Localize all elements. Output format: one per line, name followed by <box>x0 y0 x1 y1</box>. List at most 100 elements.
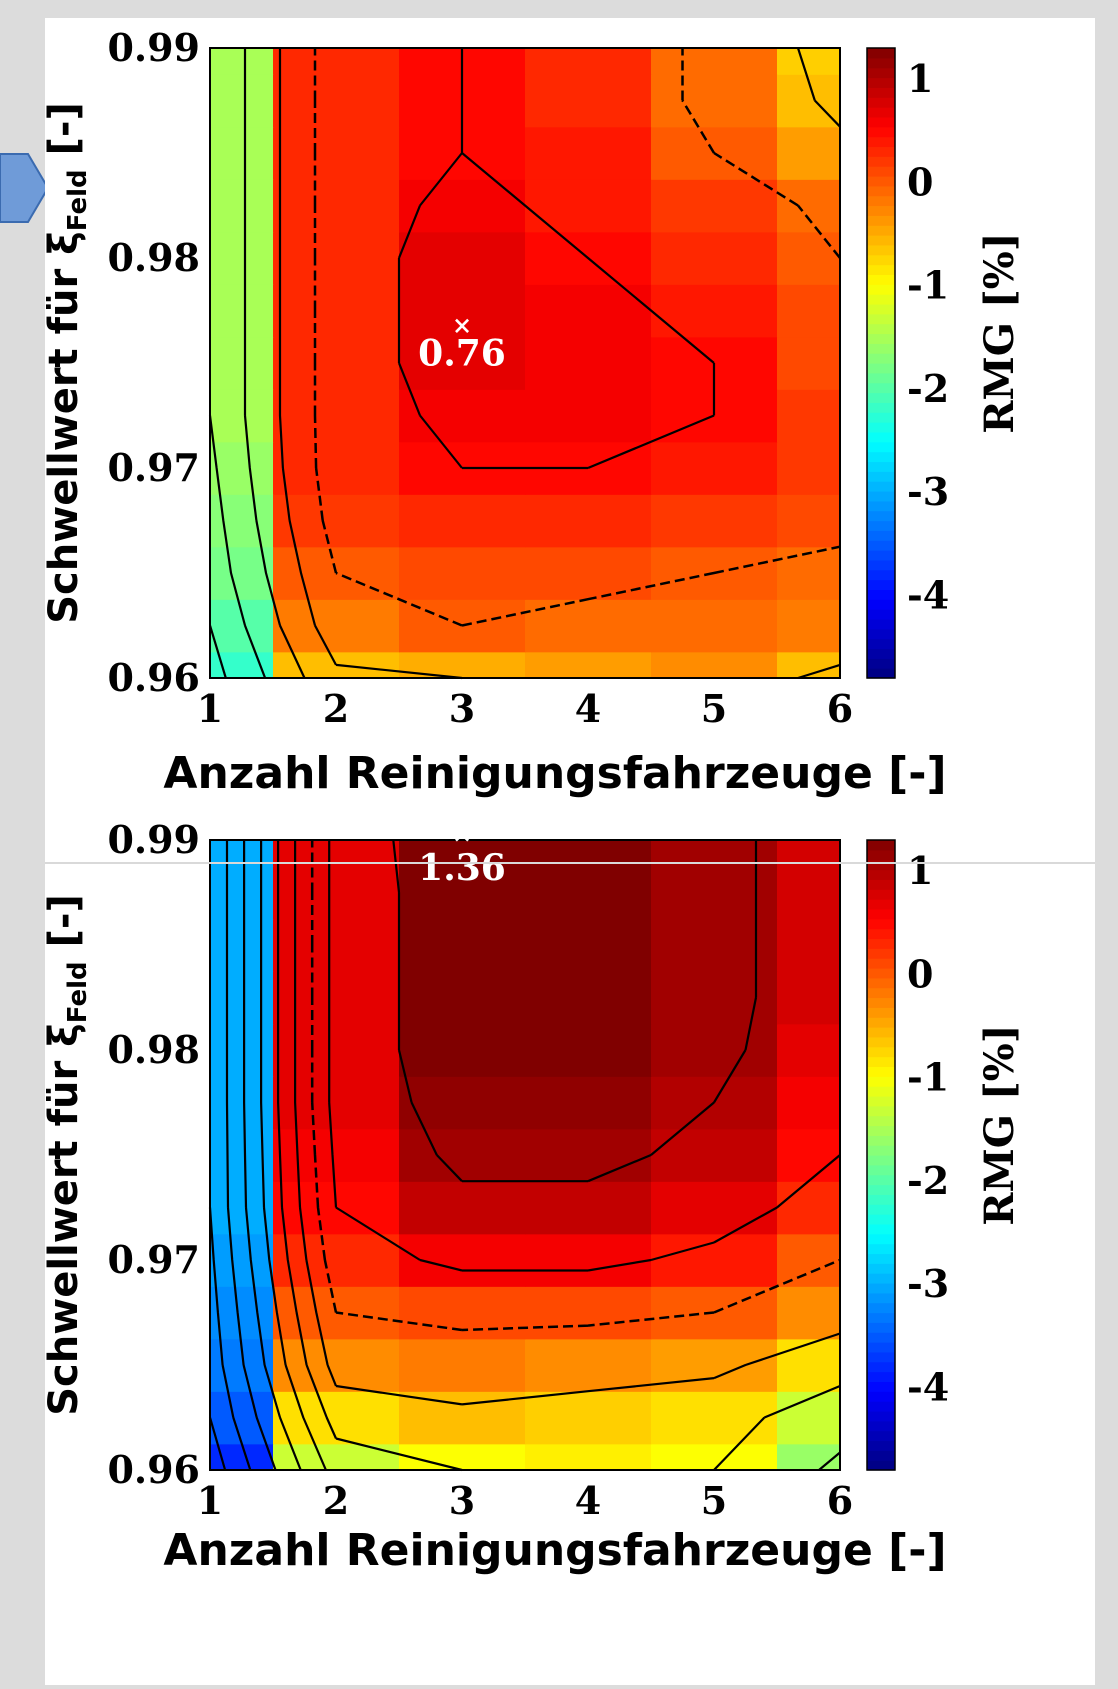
heatmap-cell <box>399 1023 526 1077</box>
colorbar-segment <box>867 441 895 453</box>
heatmap-cell <box>210 971 274 1025</box>
colorbar <box>866 47 896 679</box>
colorbar-segment <box>867 1410 895 1422</box>
colorbar-tick-label: -2 <box>907 366 949 411</box>
colorbar-tick-label: 1 <box>907 848 933 893</box>
heatmap-cell <box>651 599 778 653</box>
y-tick-label: 0.96 <box>107 655 200 700</box>
colorbar-frame <box>866 47 896 679</box>
y-axis-label-main: Schwellwert für ξ <box>45 231 87 624</box>
peak-value-label: 1.36 <box>418 847 506 889</box>
heatmap-cell <box>777 971 841 1025</box>
colorbar-segment <box>867 1371 895 1383</box>
colorbar-tick-label: 0 <box>907 951 933 996</box>
heatmap-cell <box>777 1233 841 1287</box>
colorbar-segment <box>867 274 895 285</box>
colorbar-segment <box>867 1194 895 1205</box>
heatmap-cell <box>210 48 274 75</box>
heatmap-cell <box>777 546 841 600</box>
colorbar-segment <box>867 284 895 295</box>
colorbar-segment <box>867 175 895 187</box>
heatmap-cell <box>777 1338 841 1392</box>
x-tick-label: 6 <box>827 686 853 731</box>
colorbar-segment <box>867 1430 895 1442</box>
colorbar-segment <box>867 1361 895 1373</box>
colorbar-segment <box>867 1095 895 1107</box>
heatmap-cell <box>210 1076 274 1130</box>
colorbar-tick-label: -1 <box>907 1055 949 1100</box>
colorbar-segment <box>867 879 895 890</box>
heatmap-cell <box>399 389 526 443</box>
colorbar-label: RMG [%] <box>976 1024 1023 1225</box>
colorbar-segment <box>867 648 895 659</box>
heatmap-cell <box>210 336 274 390</box>
colorbar-segment <box>867 1322 895 1333</box>
colorbar-segment <box>867 323 895 335</box>
heatmap-cell <box>777 126 841 180</box>
blue-arrow-shape <box>0 153 48 223</box>
colorbar-segment <box>867 235 895 246</box>
y-axis-label-sub: Feld <box>63 169 93 231</box>
colorbar-tick-label: 1 <box>907 56 933 101</box>
colorbar-segment <box>867 948 895 959</box>
heatmap-cell <box>777 866 841 920</box>
heatmap-cell <box>651 494 778 548</box>
colorbar-segment <box>867 471 895 482</box>
heatmap-cell <box>651 1338 778 1392</box>
contour-line <box>208 625 227 679</box>
colorbar-segment <box>867 1332 895 1343</box>
heatmap-cell <box>651 1128 778 1182</box>
contour-lines <box>208 839 841 1472</box>
heatmap-cell <box>651 1076 778 1130</box>
colorbar-segment <box>867 540 895 551</box>
colorbar-segment <box>867 1145 895 1156</box>
heatmap-cell <box>210 179 274 233</box>
heatmap-cell <box>273 866 400 920</box>
colorbar-segment <box>867 579 895 591</box>
colorbar-segment <box>867 97 895 108</box>
y-tick-labels: 0.96 0.97 0.98 0.99 <box>107 817 200 1492</box>
heatmap-cell <box>777 179 841 233</box>
heatmap-cell <box>399 1076 526 1130</box>
colorbar-segment <box>867 136 895 148</box>
heatmap-cell <box>273 599 400 653</box>
heatmap-cell <box>273 231 400 285</box>
heatmap-cell <box>525 284 652 338</box>
heatmap-cell <box>525 126 652 180</box>
colorbar-segment <box>867 1076 895 1087</box>
contour-lines <box>208 47 841 680</box>
heatmap-cell <box>399 651 526 679</box>
colorbar-segment <box>867 422 895 433</box>
colorbar-segment <box>867 1381 895 1392</box>
colorbar-segment <box>867 461 895 472</box>
heatmap-cell <box>399 336 526 390</box>
colorbar-segment <box>867 392 895 403</box>
heatmap-cell <box>525 599 652 653</box>
colorbar-segment <box>867 1342 895 1353</box>
contour-line <box>260 840 841 1471</box>
heatmap-cell <box>273 48 400 75</box>
colorbar-segment <box>867 849 895 861</box>
colorbar-segment <box>867 589 895 600</box>
colorbar-tick-label: -4 <box>907 572 949 617</box>
colorbar-segment <box>867 1174 895 1186</box>
colorbar-segment <box>867 451 895 463</box>
x-tick-label: 3 <box>449 1478 475 1523</box>
heatmap-cell <box>525 336 652 390</box>
heatmap-panel-top: 0.96 0.97 0.98 0.99 1 2 3 4 5 6 1 0 -1 -2 -3 -4 × Sch… <box>41 25 1023 799</box>
heatmap-cell <box>273 1023 400 1077</box>
heatmap-cell <box>777 336 841 390</box>
figure-canvas: 0.96 0.97 0.98 0.99 1 2 3 4 5 6 1 0 -1 -2 -3 -4 × Sch… <box>41 18 1095 1685</box>
heatmap-cell <box>777 48 841 75</box>
colorbar-segment <box>867 1204 895 1215</box>
colorbar-segment <box>867 402 895 413</box>
heatmap-cell <box>273 1128 400 1182</box>
heatmap-cell <box>777 599 841 653</box>
heatmap-cell <box>399 918 526 972</box>
heatmap-cell <box>399 494 526 548</box>
colorbar-segment <box>867 185 895 197</box>
colorbar-segment <box>867 1401 895 1412</box>
heatmap-cell <box>273 126 400 180</box>
x-axis-label: Anzahl Reinigungsfahrzeuge [-] <box>163 748 946 799</box>
x-tick-label: 2 <box>323 686 349 731</box>
